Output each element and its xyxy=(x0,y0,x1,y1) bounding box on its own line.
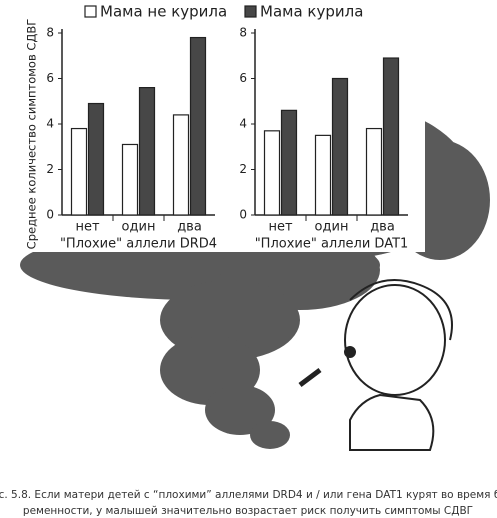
y-axis-label: Среднее количество симптомов СДВГ xyxy=(25,19,39,250)
bar xyxy=(382,57,400,216)
legend-label: Мама не курила xyxy=(100,3,227,21)
x-tick-label: нет xyxy=(268,220,292,235)
plots: 0 2 4 6 8 нет один два "Плохие" аллели DRD4 Средн… xyxy=(25,19,409,252)
bar xyxy=(331,77,349,216)
y-tick-label: 0 xyxy=(239,208,247,222)
bar xyxy=(172,114,190,216)
x-tick-label: один xyxy=(315,220,349,235)
y-tick-label: 4 xyxy=(239,117,247,131)
y-tick-label: 8 xyxy=(46,26,54,40)
bar xyxy=(138,86,156,216)
x-tick-label: два xyxy=(177,220,202,235)
y-tick-label: 2 xyxy=(46,162,54,176)
y-tick-label: 2 xyxy=(239,162,247,176)
x-tick-label: один xyxy=(122,220,156,235)
bar xyxy=(121,143,139,216)
bar xyxy=(314,134,332,216)
bar xyxy=(189,36,207,216)
y-tick-label: 0 xyxy=(46,208,54,222)
bar xyxy=(87,102,105,216)
caption-line: Рис. 5.8. Если матери детей с “плохими” … xyxy=(0,489,497,501)
legend: Мама не курила Мама курила xyxy=(84,3,363,21)
legend-label: Мама курила xyxy=(260,3,363,21)
legend-swatch xyxy=(84,5,97,18)
y-tick-label: 8 xyxy=(239,26,247,40)
legend-swatch xyxy=(244,5,257,18)
girl-illustration xyxy=(298,279,453,451)
chart-background xyxy=(0,0,425,252)
y-tick-label: 4 xyxy=(46,117,54,131)
bar xyxy=(70,127,88,216)
bar xyxy=(263,130,281,216)
x-tick-label: нет xyxy=(75,220,99,235)
x-axis-label: "Плохие" аллели DAT1 xyxy=(255,237,409,252)
caption-line: ременности, у малышей значительно возрас… xyxy=(23,505,473,517)
bar xyxy=(280,109,298,216)
bar xyxy=(365,127,383,216)
y-tick-label: 6 xyxy=(46,71,54,85)
x-axis-label: "Плохие" аллели DRD4 xyxy=(60,237,217,252)
x-tick-label: два xyxy=(370,220,395,235)
y-tick-label: 6 xyxy=(239,71,247,85)
